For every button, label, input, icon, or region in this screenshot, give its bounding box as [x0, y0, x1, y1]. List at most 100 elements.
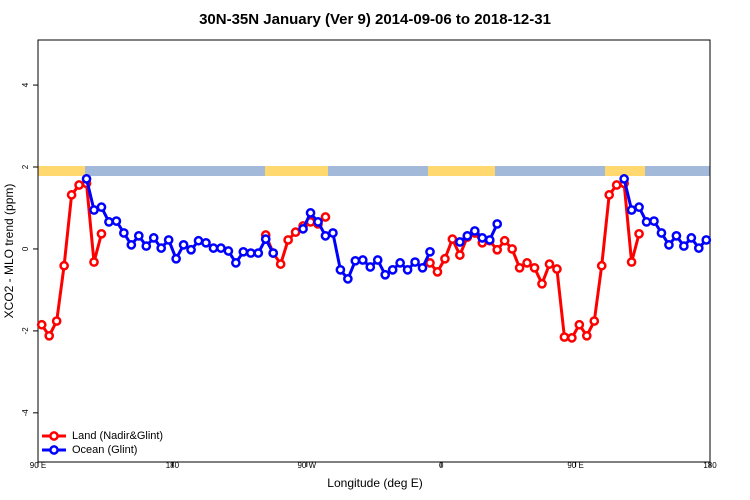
- data-point: [656, 228, 667, 238]
- land-strip: [38, 166, 85, 176]
- x-tick-label: 0: [439, 461, 444, 470]
- data-point: [59, 260, 69, 271]
- data-point: [245, 248, 256, 258]
- data-point: [223, 246, 234, 256]
- data-point: [611, 180, 622, 190]
- data-point: [178, 240, 189, 250]
- data-point: [268, 248, 279, 258]
- data-point: [626, 205, 637, 215]
- data-point: [634, 202, 644, 213]
- data-point: [701, 235, 712, 245]
- ocean-strip: [645, 166, 710, 176]
- data-point: [96, 228, 107, 239]
- y-axis-label: XCO2 - MLO trend (ppm): [2, 184, 16, 319]
- data-point: [44, 330, 55, 341]
- data-point: [119, 228, 129, 238]
- data-point: [320, 230, 331, 241]
- data-point: [619, 174, 629, 184]
- data-point: [522, 258, 532, 268]
- data-point: [567, 333, 577, 343]
- data-point: [96, 202, 107, 213]
- data-point: [559, 332, 570, 342]
- data-point: [305, 208, 316, 218]
- data-point: [671, 230, 682, 241]
- data-point: [581, 330, 592, 341]
- data-point: [163, 235, 174, 245]
- data-point: [66, 190, 77, 200]
- chart-title: 30N-35N January (Ver 9) 2014-09-06 to 20…: [199, 11, 551, 28]
- plot-frame: [37, 39, 711, 463]
- land-strip: [605, 166, 645, 176]
- ocean-strip: [328, 166, 428, 176]
- data-point: [133, 230, 144, 241]
- data-point: [634, 228, 644, 239]
- data-point: [469, 226, 480, 236]
- ocean-strip: [85, 166, 265, 176]
- data-point: [74, 180, 84, 190]
- data-point: [328, 228, 338, 238]
- data-point: [686, 233, 697, 243]
- data-point: [462, 230, 473, 241]
- data-point: [402, 264, 413, 275]
- y-tick-label: -4: [21, 409, 30, 417]
- data-point: [216, 243, 226, 253]
- data-point: [350, 255, 361, 266]
- data-point: [51, 316, 62, 326]
- data-point: [574, 319, 585, 330]
- data-point: [477, 233, 488, 243]
- data-point: [365, 262, 376, 272]
- data-point: [514, 262, 525, 273]
- legend-label: Land (Nadir&Glint): [72, 430, 163, 442]
- data-point: [357, 255, 368, 265]
- data-point: [649, 216, 659, 226]
- x-tick-label: 90 W: [297, 461, 316, 470]
- data-point: [372, 255, 383, 265]
- data-point: [432, 267, 443, 277]
- data-point: [604, 190, 615, 200]
- data-point: [499, 235, 510, 246]
- data-point: [335, 264, 346, 275]
- x-tick-label: 90 E: [567, 461, 583, 470]
- data-point: [447, 234, 458, 244]
- data-point: [231, 258, 241, 268]
- data-point: [395, 258, 405, 268]
- data-point: [596, 260, 607, 271]
- data-point: [320, 212, 331, 222]
- data-point: [201, 237, 211, 248]
- y-tick-label: 0: [21, 246, 30, 251]
- data-point: [641, 217, 652, 227]
- x-tick-label: 180: [166, 461, 180, 470]
- data-point: [275, 259, 286, 269]
- data-point: [693, 243, 704, 253]
- data-point: [260, 234, 271, 244]
- x-tick-label: 180: [703, 461, 717, 470]
- data-point: [253, 248, 264, 258]
- data-point: [387, 264, 398, 275]
- land-strip: [265, 166, 328, 176]
- data-point: [544, 259, 555, 269]
- legend-marker: [49, 431, 59, 441]
- ocean-strip: [495, 166, 605, 176]
- data-point: [298, 224, 308, 234]
- surface-strip: [38, 166, 710, 176]
- data-point: [290, 227, 301, 238]
- data-point: [589, 316, 600, 326]
- data-point: [104, 217, 114, 227]
- data-point: [171, 253, 181, 264]
- data-point: [380, 269, 391, 280]
- data-point: [156, 243, 167, 253]
- data-point: [626, 257, 637, 267]
- data-point: [410, 257, 420, 267]
- data-point: [111, 216, 122, 226]
- data-point: [440, 253, 450, 264]
- y-tick-label: 4: [21, 82, 30, 87]
- x-tick-label: 90 E: [30, 461, 46, 470]
- data-point: [492, 219, 503, 229]
- data-point: [238, 246, 249, 257]
- legend-marker: [49, 445, 59, 455]
- y-tick-label: 2: [21, 164, 30, 169]
- data-point: [664, 240, 674, 250]
- data-point: [343, 274, 353, 284]
- data-point: [537, 278, 547, 289]
